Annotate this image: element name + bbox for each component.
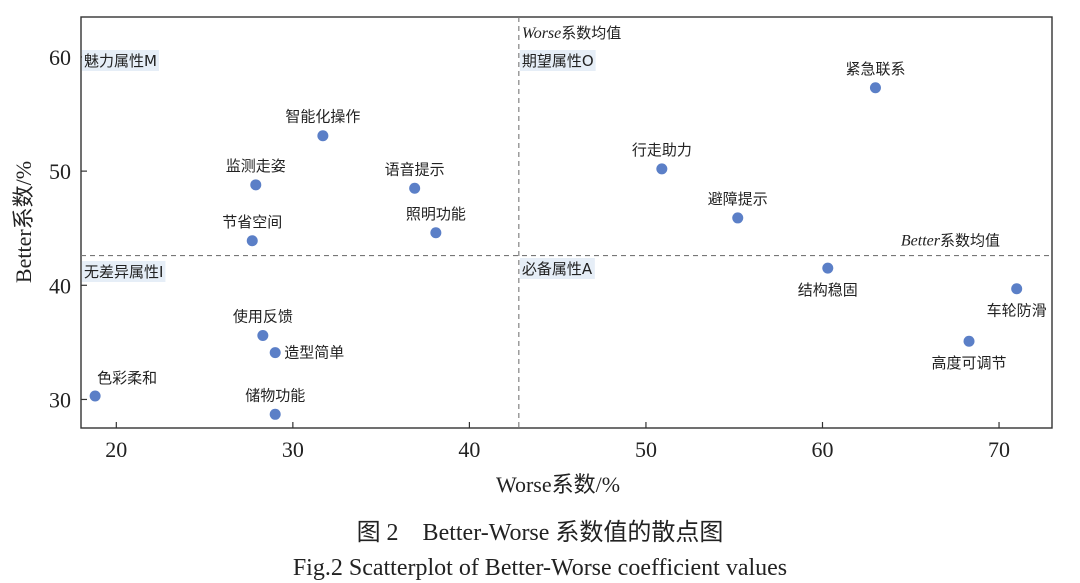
data-point [656,163,668,175]
y-tick-label: 30 [49,387,71,412]
worse-mean-label: Worse系数均值 [522,24,621,42]
caption-english: Fig.2 Scatterplot of Better-Worse coeffi… [293,555,787,581]
quadrant-label-bg [82,261,166,282]
caption-chinese: 图 2 Better-Worse 系数值的散点图 [357,519,724,546]
y-tick-label: 40 [49,273,71,298]
point-label: 紧急联系 [845,60,905,78]
data-point [963,335,975,347]
point-label: 监测走姿 [226,157,286,175]
better-mean-label-text: 系数均值 [940,232,1000,250]
point-label: 车轮防滑 [987,302,1047,320]
quadrant-label-bottom-right: 必备属性A [522,260,593,278]
x-tick-label: 40 [458,437,480,462]
data-point [822,262,834,274]
data-point [732,212,744,224]
data-point [869,82,881,94]
data-point [317,130,329,142]
x-tick-label: 60 [811,437,833,462]
x-tick-label: 70 [988,437,1010,462]
y-axis-title: Better系数/% [11,161,36,283]
data-points [89,82,1023,420]
worse-mean-label-italic: Worse [522,25,561,42]
quadrant-label-bg [82,50,159,71]
quadrant-label-top-right: 期望属性O [522,52,594,70]
data-point [430,227,442,239]
point-label: 语音提示 [385,160,445,178]
x-axis-title: Worse系数/% [496,472,620,497]
x-tick-label: 50 [635,437,657,462]
point-label: 使用反馈 [233,308,293,326]
point-label: 行走助力 [632,141,692,159]
data-point [269,408,281,420]
better-mean-label-italic: Better [901,233,941,250]
point-label: 储物功能 [245,386,305,404]
y-tick-label: 50 [49,159,71,184]
data-point [269,347,281,359]
data-point [89,390,101,402]
point-label: 色彩柔和 [97,369,157,387]
quadrant-labels: 魅力属性M 期望属性O 无差异属性I 必备属性A [82,50,596,282]
data-point [1011,283,1023,295]
point-label: 照明功能 [406,205,466,223]
point-label: 避障提示 [708,190,768,208]
x-tick-label: 30 [282,437,304,462]
data-point [246,235,258,247]
point-label: 造型简单 [284,344,344,362]
x-tick-label: 20 [105,437,127,462]
data-point [409,182,421,194]
y-tick-label: 60 [49,45,71,70]
quadrant-label-bottom-left: 无差异属性I [84,263,163,281]
point-label: 智能化操作 [285,108,360,126]
better-mean-label: Better系数均值 [901,232,1000,250]
worse-mean-label-text: 系数均值 [561,24,621,42]
data-point [257,330,269,342]
plot-frame [80,16,1053,429]
quadrant-label-top-left: 魅力属性M [84,52,157,70]
quadrant-label-bg [519,50,596,71]
tick-group: 20 30 40 50 60 70 30 40 50 60 [49,45,1010,462]
point-label: 节省空间 [222,213,282,231]
quadrant-label-bg [519,258,595,279]
point-label: 高度可调节 [932,354,1007,372]
data-point [250,179,262,191]
point-label: 结构稳固 [798,281,858,299]
